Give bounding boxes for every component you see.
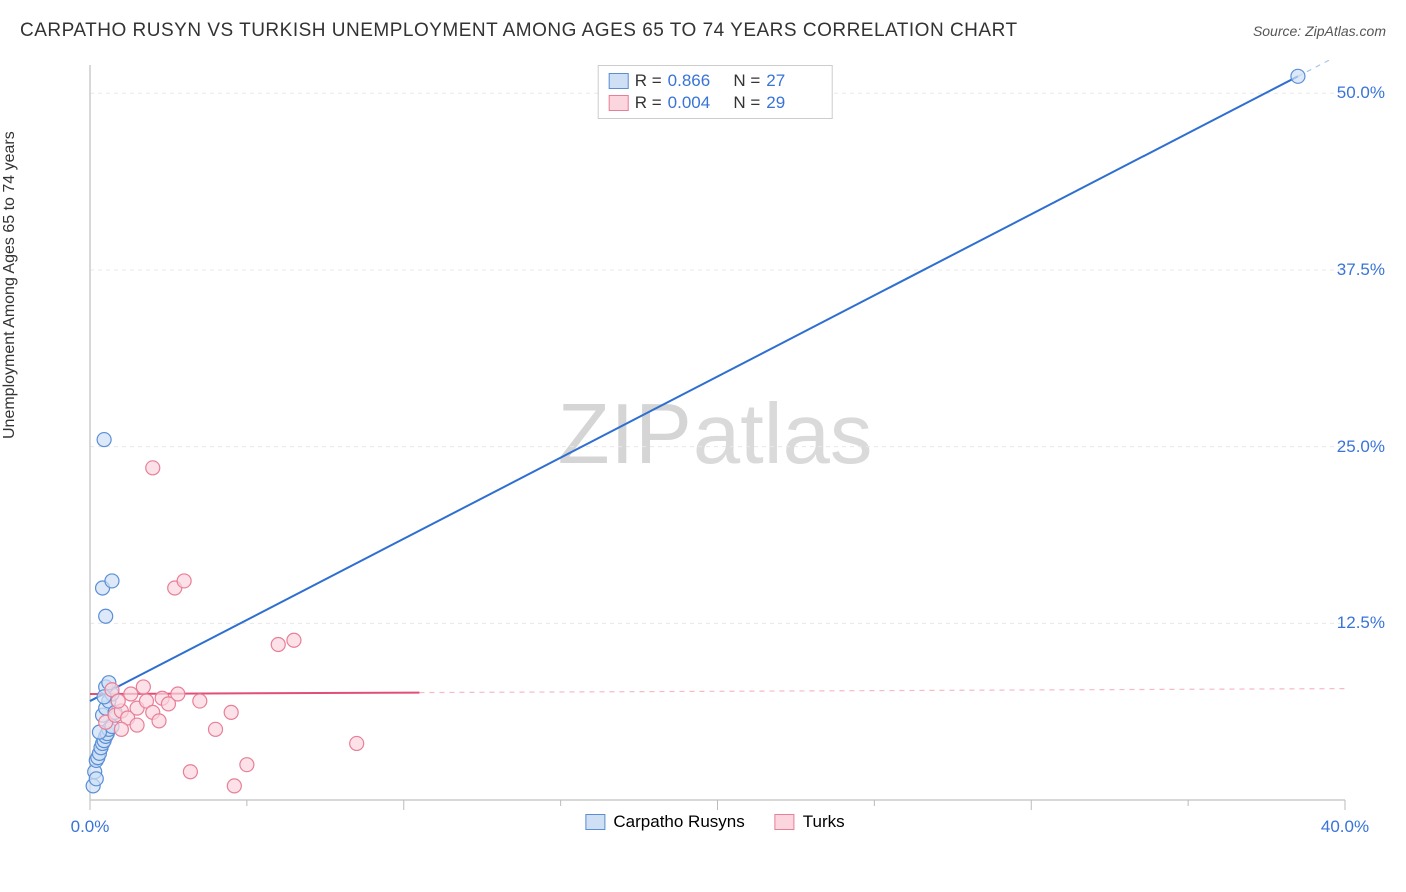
chart-title: CARPATHO RUSYN VS TURKISH UNEMPLOYMENT A… <box>20 20 1018 42</box>
stat-r-value: 0.004 <box>668 93 723 113</box>
scatter-plot <box>55 60 1375 830</box>
series-swatch <box>609 73 629 89</box>
y-tick-label: 25.0% <box>1337 437 1385 457</box>
stat-n-label: N = <box>729 71 761 91</box>
y-tick-label: 12.5% <box>1337 613 1385 633</box>
x-tick-label: 40.0% <box>1321 817 1369 837</box>
legend: Carpatho Rusyns Turks <box>585 812 844 832</box>
x-tick-label: 0.0% <box>71 817 110 837</box>
stat-r-label: R = <box>635 71 662 91</box>
legend-item: Turks <box>775 812 845 832</box>
legend-swatch <box>775 814 795 830</box>
stat-r-label: R = <box>635 93 662 113</box>
series-swatch <box>609 95 629 111</box>
y-tick-label: 37.5% <box>1337 260 1385 280</box>
legend-swatch <box>585 814 605 830</box>
chart-area: ZIPatlas R = 0.866 N = 27 R = 0.004 N = … <box>55 60 1375 830</box>
stats-row: R = 0.866 N = 27 <box>609 70 822 92</box>
legend-label: Turks <box>803 812 845 832</box>
y-tick-label: 50.0% <box>1337 83 1385 103</box>
legend-item: Carpatho Rusyns <box>585 812 744 832</box>
stat-n-label: N = <box>729 93 761 113</box>
source-label: Source: ZipAtlas.com <box>1253 23 1386 39</box>
legend-label: Carpatho Rusyns <box>613 812 744 832</box>
stat-n-value: 27 <box>766 71 821 91</box>
chart-header: CARPATHO RUSYN VS TURKISH UNEMPLOYMENT A… <box>20 20 1386 42</box>
stats-row: R = 0.004 N = 29 <box>609 92 822 114</box>
stat-r-value: 0.866 <box>668 71 723 91</box>
correlation-stats-box: R = 0.866 N = 27 R = 0.004 N = 29 <box>598 65 833 119</box>
y-axis-title: Unemployment Among Ages 65 to 74 years <box>1 131 19 439</box>
stat-n-value: 29 <box>766 93 821 113</box>
